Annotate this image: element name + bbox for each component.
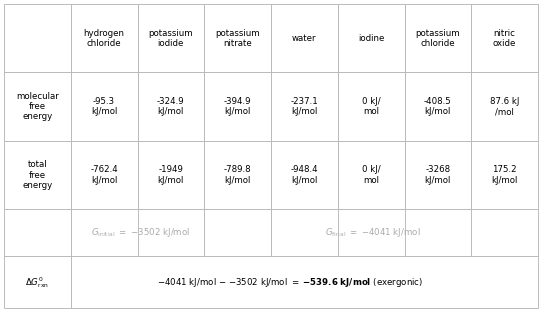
Bar: [204, 141, 271, 209]
Text: potassium
nitrate: potassium nitrate: [215, 29, 260, 48]
Text: 0 kJ/
mol: 0 kJ/ mol: [362, 165, 380, 184]
Text: -3268
kJ/mol: -3268 kJ/mol: [425, 165, 451, 184]
Bar: [471, 4, 538, 72]
Bar: [71, 4, 138, 72]
Bar: [138, 72, 204, 141]
Text: -95.3
kJ/mol: -95.3 kJ/mol: [91, 97, 117, 116]
Text: $\Delta G^0_{\mathrm{rxn}}$: $\Delta G^0_{\mathrm{rxn}}$: [25, 275, 49, 290]
Bar: [4, 72, 71, 141]
Bar: [404, 141, 471, 209]
Bar: [71, 209, 271, 256]
Text: potassium
chloride: potassium chloride: [416, 29, 460, 48]
Bar: [204, 4, 271, 72]
Bar: [271, 72, 338, 141]
Bar: [71, 141, 138, 209]
Text: $G_{\mathrm{final}}$ $=$ $-$4041 kJ/mol: $G_{\mathrm{final}}$ $=$ $-$4041 kJ/mol: [325, 226, 420, 239]
Bar: [71, 72, 138, 141]
Bar: [204, 72, 271, 141]
Bar: [338, 72, 404, 141]
Text: total
free
energy: total free energy: [22, 160, 53, 190]
Bar: [71, 256, 538, 308]
Text: -1949
kJ/mol: -1949 kJ/mol: [158, 165, 184, 184]
Bar: [404, 4, 471, 72]
Bar: [4, 256, 71, 308]
Bar: [271, 209, 538, 256]
Bar: [471, 141, 538, 209]
Text: -237.1
kJ/mol: -237.1 kJ/mol: [291, 97, 318, 116]
Bar: [338, 141, 404, 209]
Text: -394.9
kJ/mol: -394.9 kJ/mol: [224, 97, 251, 116]
Bar: [404, 72, 471, 141]
Bar: [4, 209, 71, 256]
Text: potassium
iodide: potassium iodide: [149, 29, 193, 48]
Text: $G_{\mathrm{initial}}$ $=$ $-$3502 kJ/mol: $G_{\mathrm{initial}}$ $=$ $-$3502 kJ/mo…: [91, 226, 190, 239]
Bar: [271, 141, 338, 209]
Bar: [138, 4, 204, 72]
Bar: [4, 4, 71, 72]
Bar: [4, 141, 71, 209]
Text: nitric
oxide: nitric oxide: [493, 29, 517, 48]
Text: 0 kJ/
mol: 0 kJ/ mol: [362, 97, 380, 116]
Bar: [138, 141, 204, 209]
Text: $-$4041 kJ/mol $-$ $-$3502 kJ/mol $=$ $\mathbf{-539.6\ kJ/mol}$ (exergonic): $-$4041 kJ/mol $-$ $-$3502 kJ/mol $=$ $\…: [157, 276, 423, 289]
Bar: [271, 4, 338, 72]
Text: -408.5
kJ/mol: -408.5 kJ/mol: [424, 97, 451, 116]
Text: -948.4
kJ/mol: -948.4 kJ/mol: [291, 165, 318, 184]
Text: water: water: [292, 34, 317, 43]
Text: 87.6 kJ
/mol: 87.6 kJ /mol: [490, 97, 519, 116]
Text: -324.9
kJ/mol: -324.9 kJ/mol: [157, 97, 185, 116]
Text: -789.8
kJ/mol: -789.8 kJ/mol: [224, 165, 251, 184]
Text: 175.2
kJ/mol: 175.2 kJ/mol: [492, 165, 518, 184]
Text: -762.4
kJ/mol: -762.4 kJ/mol: [91, 165, 118, 184]
Text: hydrogen
chloride: hydrogen chloride: [83, 29, 125, 48]
Bar: [471, 72, 538, 141]
Text: iodine: iodine: [358, 34, 384, 43]
Bar: [338, 4, 404, 72]
Text: molecular
free
energy: molecular free energy: [16, 92, 59, 121]
